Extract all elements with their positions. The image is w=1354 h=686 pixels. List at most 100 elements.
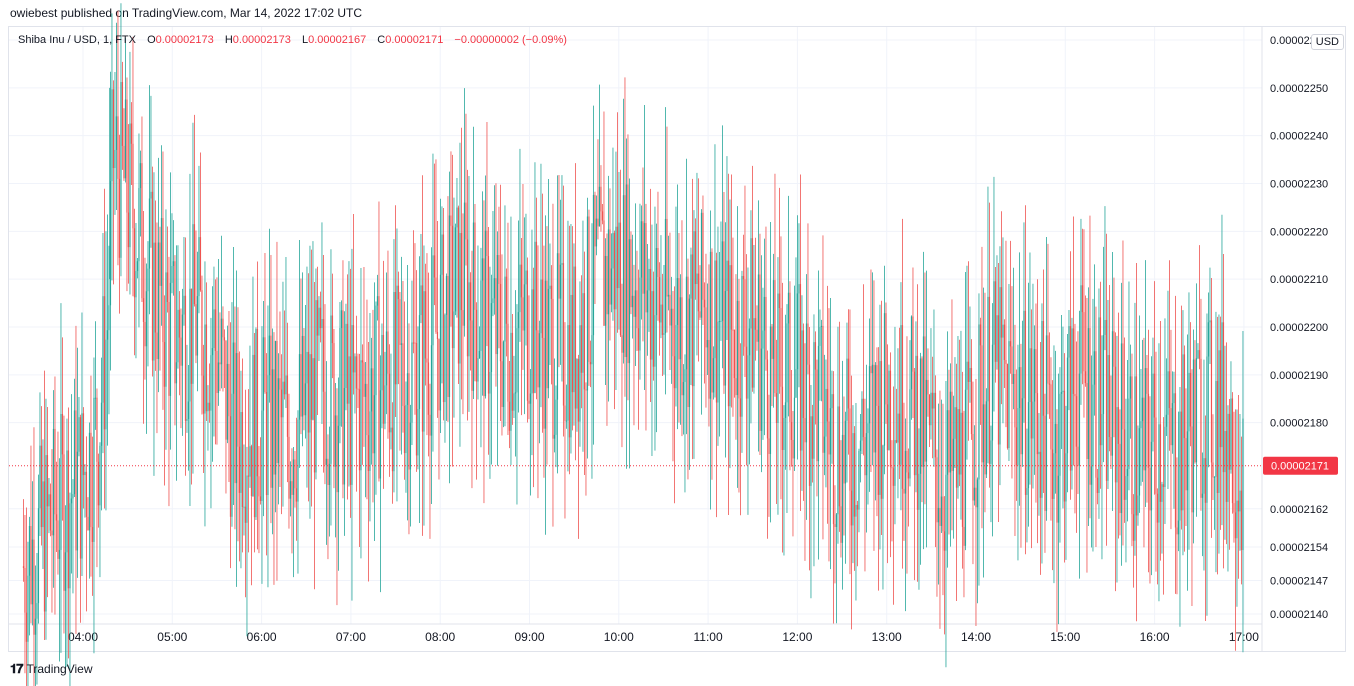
candle-body — [1012, 373, 1015, 384]
tradingview-logo[interactable]: 𝟏𝟕 TradingView — [10, 661, 93, 677]
candle-body — [309, 354, 311, 433]
candle-body — [513, 393, 515, 411]
candle-body — [232, 342, 235, 394]
ohlc-legend: Shiba Inu / USD, 1, FTX O0.00002173 H0.0… — [18, 34, 575, 46]
candle-body — [171, 266, 173, 283]
candle-body — [648, 268, 650, 291]
candle-body — [1200, 358, 1202, 498]
candle-body — [519, 264, 521, 313]
candle-body — [1098, 317, 1100, 494]
candle-body — [261, 410, 263, 501]
candle-body — [150, 191, 152, 199]
candle-body — [957, 409, 959, 488]
candle-body — [693, 231, 695, 387]
candle-body — [220, 318, 223, 365]
candle-body — [1024, 310, 1027, 495]
candle-body — [1240, 490, 1243, 551]
candle-body — [927, 379, 929, 395]
candle-body — [357, 388, 359, 390]
candle-body — [736, 300, 739, 396]
candle-body — [46, 455, 49, 507]
candle-body — [369, 411, 371, 471]
candle-body — [120, 82, 122, 258]
candle-body — [981, 345, 983, 463]
candle-body — [838, 406, 841, 507]
candle-body — [805, 323, 808, 443]
candle-body — [64, 552, 67, 591]
candle-body — [406, 373, 409, 405]
candle-body — [160, 218, 163, 286]
candle-body — [583, 293, 586, 390]
candle-body — [1213, 476, 1216, 478]
candle-body — [823, 436, 826, 453]
x-tick-label: 06:00 — [247, 630, 277, 644]
candle-body — [1143, 397, 1145, 471]
candle-body — [45, 455, 47, 612]
y-tick-label: 0.00002250 — [1270, 83, 1328, 95]
candle-body — [244, 506, 247, 523]
candle-body — [1221, 322, 1223, 448]
candle-body — [346, 323, 349, 404]
candle-body — [790, 421, 793, 440]
candle-body — [376, 296, 379, 306]
candle-body — [991, 344, 994, 441]
candle-body — [159, 242, 161, 286]
candle-body — [373, 395, 376, 454]
candle-body — [786, 323, 788, 403]
candle-body — [627, 184, 629, 364]
candle-body — [886, 404, 889, 451]
candle-body — [630, 239, 632, 308]
candle-body — [1146, 368, 1148, 394]
candle-body — [856, 504, 859, 510]
candle-body — [1105, 319, 1108, 481]
candle-body — [1236, 500, 1238, 539]
candle-body — [870, 366, 872, 374]
candle-body — [711, 251, 713, 393]
candle-body — [913, 371, 916, 476]
candle-body — [760, 348, 763, 431]
currency-badge[interactable]: USD — [1310, 34, 1344, 50]
candle-body — [87, 516, 89, 531]
candle-body — [70, 498, 73, 504]
candle-body — [958, 409, 961, 475]
candle-body — [276, 341, 278, 464]
candle-body — [100, 402, 103, 446]
candle-body — [877, 405, 880, 495]
candle-body — [678, 278, 680, 360]
candle-body — [1068, 326, 1070, 358]
candle-body — [174, 261, 176, 384]
candle-body — [706, 339, 709, 348]
candle-body — [1120, 343, 1123, 514]
candle-body — [208, 402, 211, 411]
candle-body — [657, 248, 659, 278]
candle-body — [1174, 393, 1177, 528]
candle-body — [172, 261, 175, 267]
candle-body — [312, 358, 314, 420]
candle-body — [427, 362, 430, 415]
candle-body — [639, 277, 641, 351]
candle-body — [1176, 527, 1178, 535]
candle-body — [234, 342, 236, 484]
candle-body — [565, 420, 568, 422]
candle-body — [468, 282, 470, 357]
candle-body — [597, 218, 599, 227]
candle-body — [817, 345, 820, 462]
candle-body — [937, 507, 940, 523]
candle-body — [141, 163, 143, 299]
candle-body — [255, 329, 257, 518]
candle-body — [1093, 351, 1096, 385]
candle-body — [549, 285, 551, 289]
candle-body — [475, 309, 478, 382]
candle-body — [601, 211, 604, 221]
candle-body — [918, 473, 920, 510]
candle-body — [285, 375, 287, 395]
candle-body — [1117, 407, 1120, 444]
candle-body — [216, 350, 218, 394]
candle-body — [907, 472, 910, 479]
candle-body — [508, 401, 511, 431]
candle-body — [435, 277, 437, 333]
candle-body — [85, 471, 88, 517]
candle-body — [60, 413, 62, 550]
last-price-label-bg — [1263, 456, 1338, 475]
